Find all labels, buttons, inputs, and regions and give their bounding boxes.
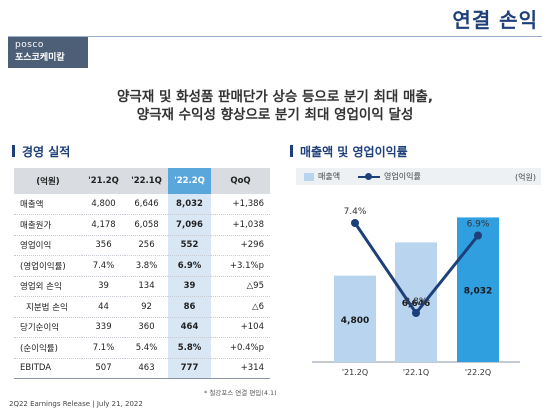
cell-22-1q: 92 [125, 296, 168, 318]
cell-22-2q: 464 [168, 317, 211, 338]
revenue-bar [334, 275, 376, 362]
table-row: 영업외 손익 39 134 39 △95 [14, 276, 270, 297]
revenue-margin-chart: 4,800 '21.2Q 6,646 '22.1Q 8,032 '22.2Q 7.4% 3.8… [312, 207, 520, 377]
cell-22-2q: 777 [168, 358, 211, 379]
cell-22-2q: 552 [168, 235, 211, 256]
cell-22-1q: 3.8% [125, 255, 168, 277]
cell-qoq: +3.1%p [211, 255, 270, 277]
row-label: 영업외 손익 [14, 276, 82, 297]
cell-22-1q: 6,058 [125, 214, 168, 236]
x-tick-label: '22.1Q [403, 368, 429, 377]
cell-22-2q: 5.8% [168, 337, 211, 359]
row-label: EBITDA [14, 358, 82, 379]
legend-bar-label: 매출액 [318, 172, 341, 181]
cell-21-2q: 44 [82, 296, 125, 318]
margin-point [412, 309, 420, 317]
margin-point [474, 231, 482, 240]
legend-line-label: 영업이익률 [384, 172, 421, 181]
cell-qoq: +0.4%p [211, 337, 270, 359]
margin-label: 3.8% [405, 297, 428, 307]
chart-legend: 매출액 영업이익률 [296, 168, 541, 185]
company-logo: posco 포스코케미칼 [8, 37, 88, 68]
cell-qoq: △6 [211, 296, 270, 318]
cell-22-2q: 8,032 [168, 194, 211, 215]
cell-22-1q: 463 [125, 358, 168, 379]
revenue-bar [457, 217, 499, 362]
table-footnote: * 철강포스 연결 편입(4.1) [204, 389, 277, 397]
cell-21-2q: 39 [82, 276, 125, 297]
header-21-2q: '21.2Q [82, 168, 125, 194]
cell-22-2q: 6.9% [168, 255, 211, 277]
cell-22-1q: 256 [125, 235, 168, 256]
table-row: 지분법 손익 44 92 86 △6 [14, 296, 270, 318]
table-row: 매출액 4,800 6,646 8,032 +1,386 [14, 194, 270, 215]
cell-21-2q: 339 [82, 317, 125, 338]
row-label: 영업이익 [14, 235, 82, 256]
table-row: 영업이익 356 256 552 +296 [14, 235, 270, 256]
headline-line-1: 양극재 및 화성품 판매단가 상승 등으로 분기 최대 매출, [117, 89, 433, 105]
x-tick-label: '21.2Q [342, 368, 368, 377]
revenue-bar-label: 4,800 [341, 316, 369, 326]
cell-21-2q: 7.4% [82, 255, 125, 277]
header-22-2q: '22.2Q [168, 168, 211, 194]
cell-22-2q: 7,096 [168, 214, 211, 236]
cell-qoq: +296 [211, 235, 270, 256]
section-title-performance: 경영 실적 [12, 143, 70, 160]
cell-22-2q: 86 [168, 296, 211, 318]
margin-point [351, 219, 359, 227]
cell-22-1q: 5.4% [125, 337, 168, 359]
cell-qoq: +314 [211, 358, 270, 379]
legend-line-dot [365, 173, 372, 180]
row-label: 당기순이익 [14, 317, 82, 338]
x-tick-label: '22.2Q [465, 368, 491, 377]
table-row: (영업이익률) 7.4% 3.8% 6.9% +3.1%p [14, 255, 270, 277]
header-unit: (억원) [14, 168, 82, 194]
cell-qoq: +104 [211, 317, 270, 338]
cell-21-2q: 507 [82, 358, 125, 379]
section-title-performance-text: 경영 실적 [22, 145, 71, 159]
section-title-chart: 매출액 및 영업이익률 [290, 143, 408, 160]
table-row: (순이익률) 7.1% 5.4% 5.8% +0.4%p [14, 337, 270, 359]
legend-bar-swatch [304, 173, 314, 181]
cell-qoq: △95 [211, 276, 270, 297]
header-qoq: QoQ [211, 168, 270, 194]
row-label: (영업이익률) [14, 255, 82, 277]
margin-label: 6.9% [467, 220, 490, 230]
header-22-1q: '22.1Q [125, 168, 168, 194]
cell-22-2q: 39 [168, 276, 211, 297]
table-row: EBITDA 507 463 777 +314 [14, 358, 270, 379]
cell-22-1q: 360 [125, 317, 168, 338]
performance-table: (억원) '21.2Q '22.1Q '22.2Q QoQ 매출액 4,800 … [14, 168, 270, 379]
revenue-bar-label: 6,646 [402, 299, 430, 309]
cell-22-1q: 6,646 [125, 194, 168, 215]
row-label: 매출액 [14, 194, 82, 215]
cell-21-2q: 7.1% [82, 337, 125, 359]
headline-line-2: 양극재 수익성 향상으로 분기 최대 영업이익 달성 [136, 107, 414, 123]
cell-21-2q: 4,178 [82, 214, 125, 236]
margin-label: 7.4% [344, 207, 367, 217]
footer-release-info: 2Q22 Earnings Release | July 21, 2022 [9, 400, 143, 408]
row-label: 매출원가 [14, 214, 82, 236]
row-label: (순이익률) [14, 337, 82, 359]
section-marker [290, 145, 293, 157]
chart-unit: (억원) [515, 173, 536, 182]
table-row: 매출원가 4,178 6,058 7,096 +1,038 [14, 214, 270, 236]
cell-qoq: +1,386 [211, 194, 270, 215]
page-title: 연결 손익 [452, 8, 538, 32]
cell-qoq: +1,038 [211, 214, 270, 236]
logo-text-ko: 포스코케미칼 [15, 53, 65, 63]
section-marker [12, 145, 15, 157]
row-label: 지분법 손익 [14, 296, 82, 318]
revenue-bar-label: 8,032 [464, 287, 492, 297]
logo-text-en: posco [15, 40, 44, 50]
header-divider [8, 36, 542, 37]
chart-title: 매출액 및 영업이익률 [300, 145, 408, 159]
revenue-bar [395, 242, 437, 362]
table-row: 당기순이익 339 360 464 +104 [14, 317, 270, 338]
table-header-row: (억원) '21.2Q '22.1Q '22.2Q QoQ [14, 168, 270, 194]
cell-21-2q: 4,800 [82, 194, 125, 215]
cell-21-2q: 356 [82, 235, 125, 256]
cell-22-1q: 134 [125, 276, 168, 297]
